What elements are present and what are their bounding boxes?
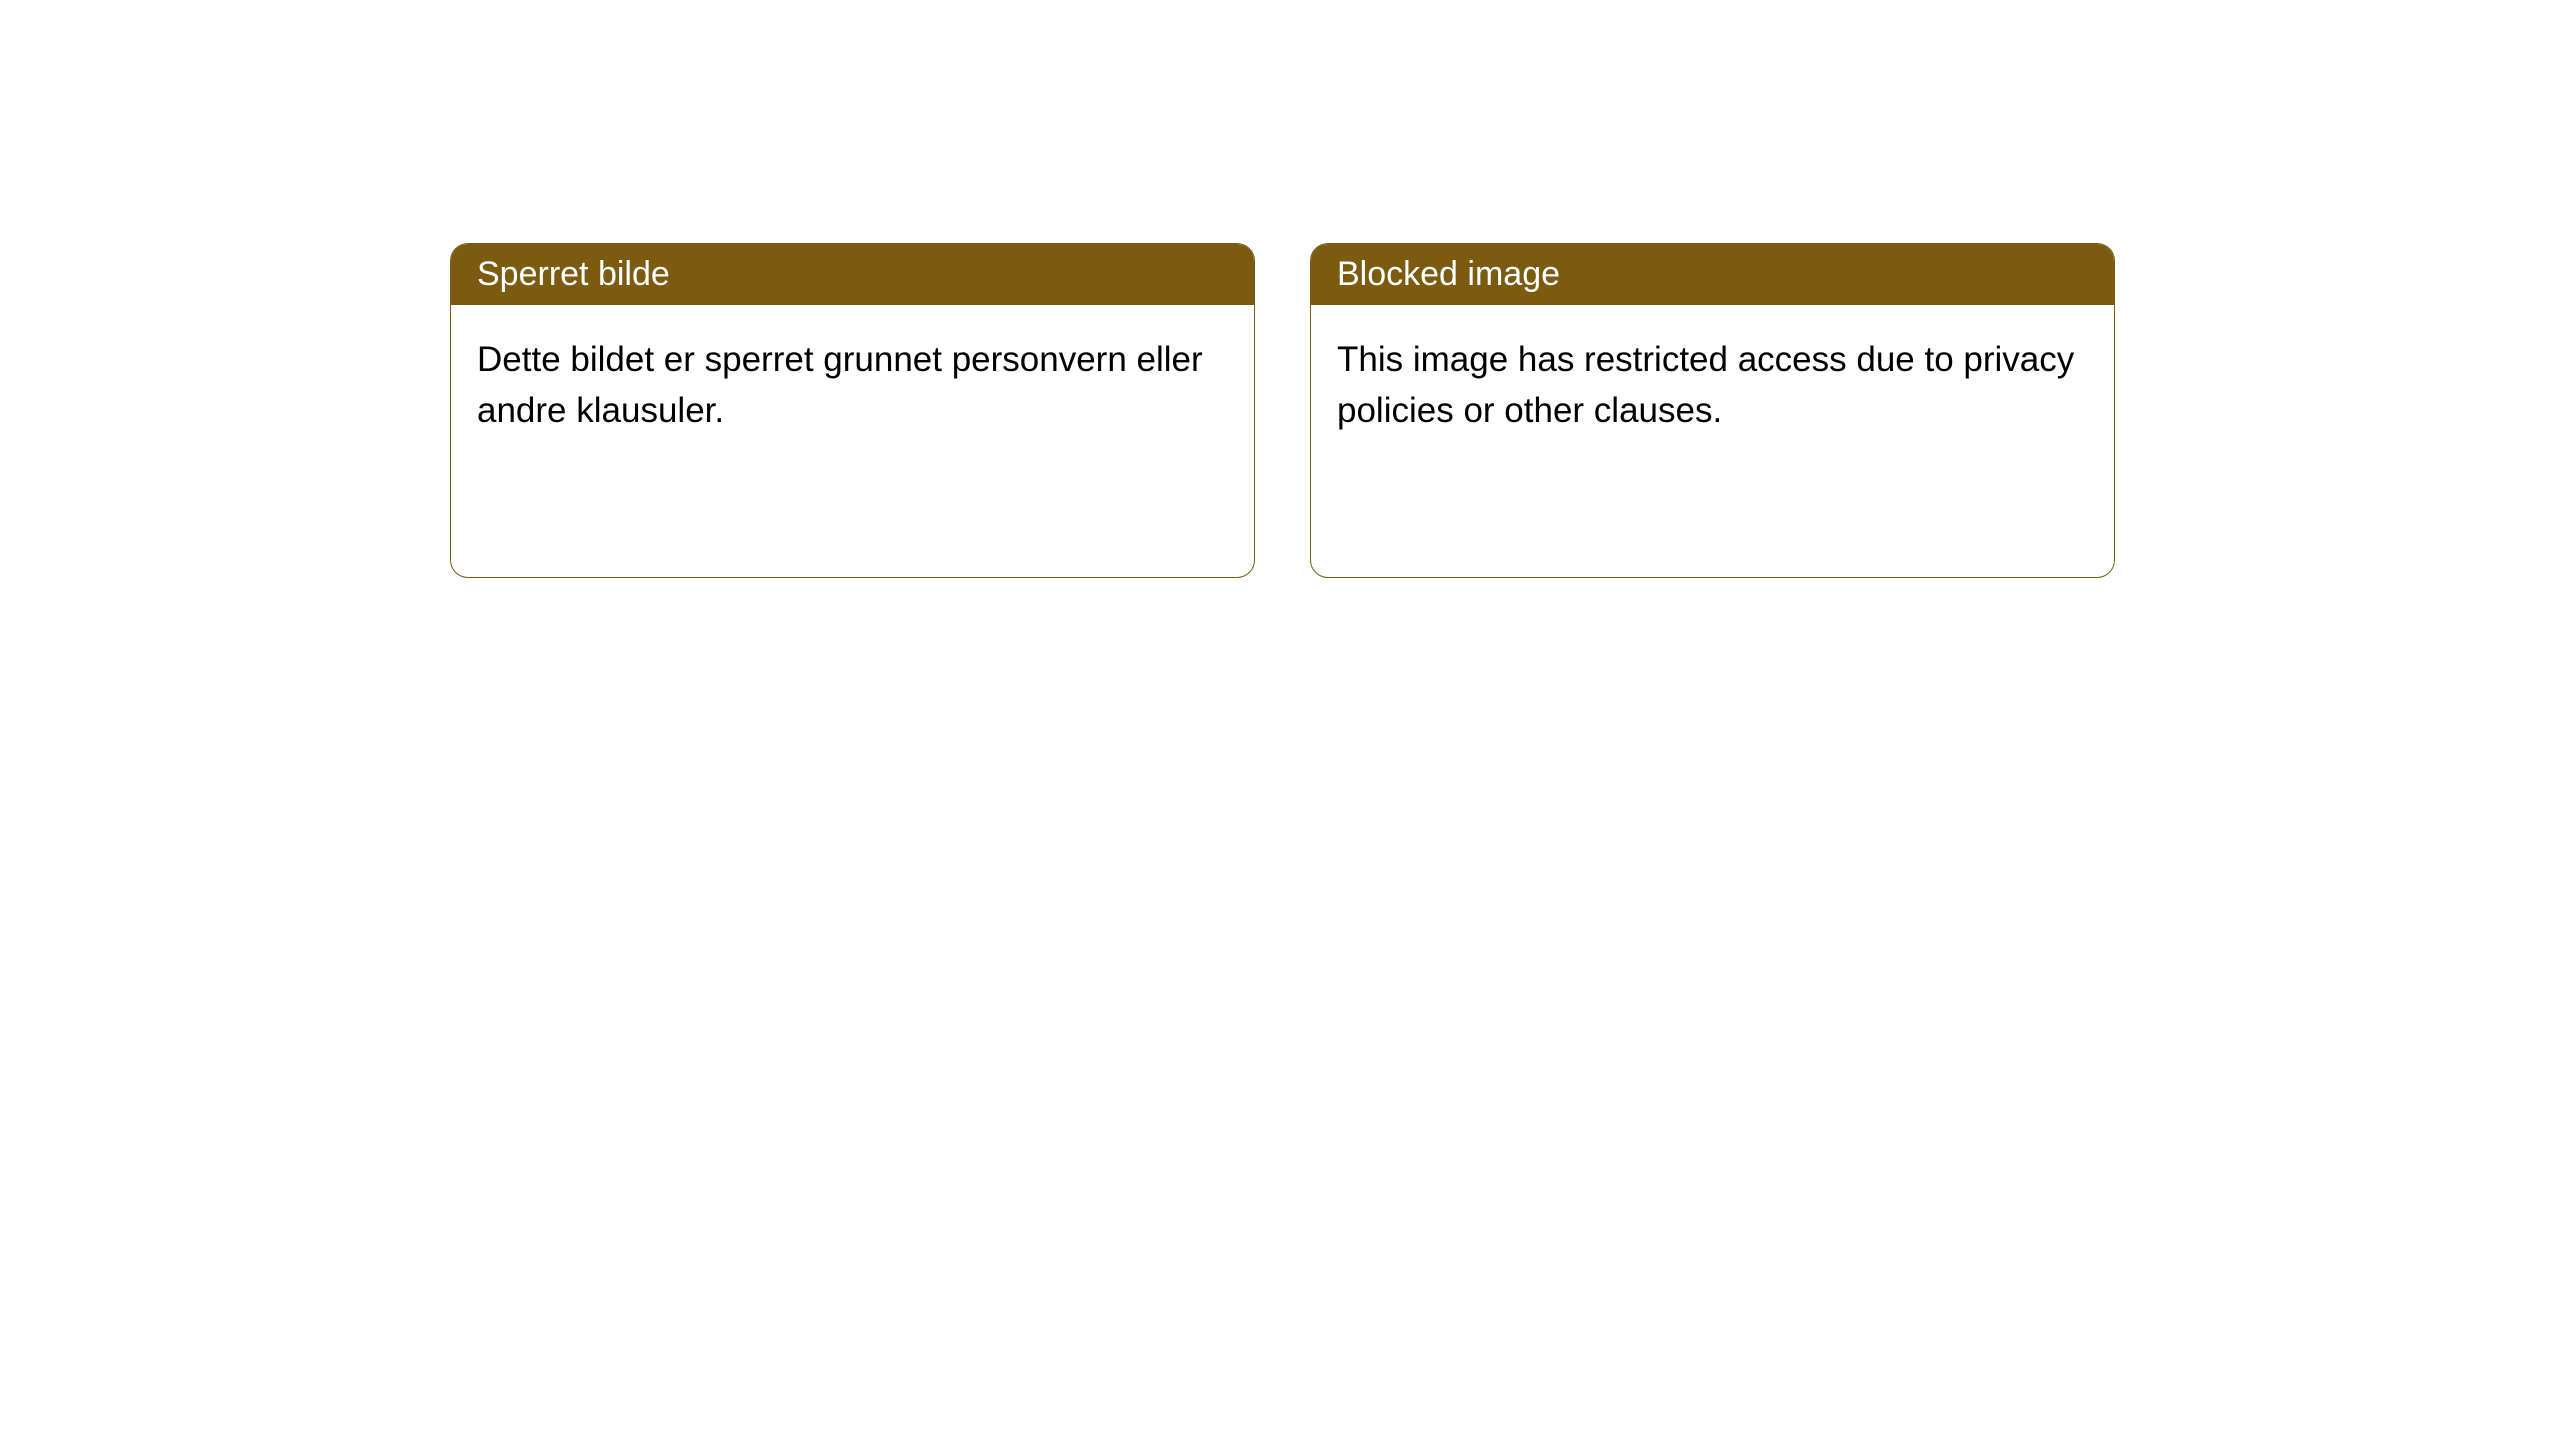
notice-card-en: Blocked image This image has restricted … [1310,243,2115,578]
notice-body-en: This image has restricted access due to … [1311,305,2114,577]
notice-header-no: Sperret bilde [451,244,1254,305]
notice-body-no: Dette bildet er sperret grunnet personve… [451,305,1254,577]
notice-header-en: Blocked image [1311,244,2114,305]
notice-card-no: Sperret bilde Dette bildet er sperret gr… [450,243,1255,578]
notice-container: Sperret bilde Dette bildet er sperret gr… [450,243,2115,578]
